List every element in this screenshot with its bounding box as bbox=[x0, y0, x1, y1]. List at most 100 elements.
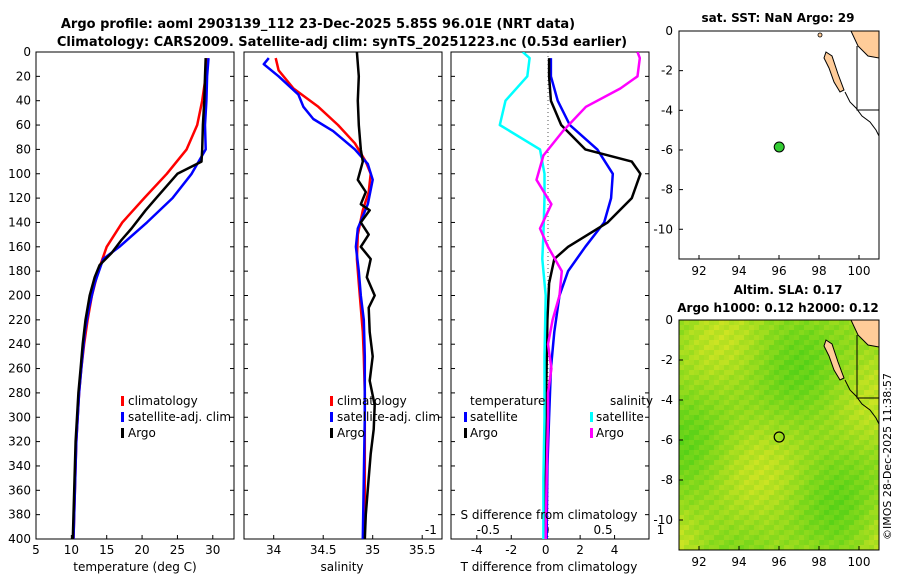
heat-cell bbox=[744, 540, 750, 546]
heat-cell bbox=[679, 515, 685, 521]
heat-cell bbox=[834, 415, 840, 421]
x-tick-label: 35.5 bbox=[409, 543, 436, 557]
heat-cell bbox=[694, 355, 700, 361]
heat-cell bbox=[834, 505, 840, 511]
heat-cell bbox=[804, 400, 810, 406]
heat-cell bbox=[829, 435, 835, 441]
heat-cell bbox=[729, 370, 735, 376]
heat-cell bbox=[759, 380, 765, 386]
heat-cell bbox=[769, 375, 775, 381]
heat-cell bbox=[759, 500, 765, 506]
heat-cell bbox=[814, 470, 820, 476]
heat-cell bbox=[769, 430, 775, 436]
heat-cell bbox=[714, 530, 720, 536]
heat-cell bbox=[804, 365, 810, 371]
heat-cell bbox=[774, 460, 780, 466]
heat-cell bbox=[754, 390, 760, 396]
heat-cell bbox=[734, 335, 740, 341]
heat-cell bbox=[734, 535, 740, 541]
heat-cell bbox=[749, 475, 755, 481]
heat-cell bbox=[689, 480, 695, 486]
heat-cell bbox=[689, 350, 695, 356]
heat-cell bbox=[714, 435, 720, 441]
heat-cell bbox=[719, 495, 725, 501]
heat-cell bbox=[844, 410, 850, 416]
heat-cell bbox=[684, 510, 690, 516]
heat-cell bbox=[684, 490, 690, 496]
series-line-argo bbox=[355, 52, 376, 539]
heat-cell bbox=[784, 320, 790, 326]
heat-cell bbox=[859, 445, 865, 451]
heat-cell bbox=[699, 390, 705, 396]
heat-cell bbox=[839, 425, 845, 431]
argo-float-location-ring bbox=[773, 431, 785, 443]
heat-cell bbox=[724, 470, 730, 476]
heat-cell bbox=[769, 365, 775, 371]
heat-cell bbox=[784, 495, 790, 501]
heat-cell bbox=[864, 470, 870, 476]
heat-cell bbox=[814, 465, 820, 471]
heat-cell bbox=[729, 435, 735, 441]
heat-cell bbox=[864, 360, 870, 366]
heat-cell bbox=[849, 530, 855, 536]
heat-cell bbox=[719, 410, 725, 416]
heat-cell bbox=[874, 535, 879, 541]
heat-cell bbox=[854, 460, 860, 466]
heat-cell bbox=[694, 485, 700, 491]
heat-cell bbox=[769, 455, 775, 461]
heat-cell bbox=[709, 450, 715, 456]
heat-cell bbox=[839, 530, 845, 536]
heat-cell bbox=[829, 440, 835, 446]
heat-cell bbox=[814, 455, 820, 461]
heat-cell bbox=[764, 505, 770, 511]
heat-cell bbox=[834, 460, 840, 466]
heat-cell bbox=[844, 545, 850, 550]
heat-cell bbox=[694, 450, 700, 456]
heat-cell bbox=[779, 435, 785, 441]
heat-cell bbox=[769, 505, 775, 511]
heat-cell bbox=[699, 500, 705, 506]
heat-cell bbox=[679, 330, 685, 336]
heat-cell bbox=[684, 425, 690, 431]
salinity-legend: climatology satellite-adj. clim Argo bbox=[330, 394, 440, 440]
heat-cell bbox=[809, 515, 815, 521]
heat-cell bbox=[819, 425, 825, 431]
heat-cell bbox=[789, 485, 795, 491]
heat-cell bbox=[844, 355, 850, 361]
heat-cell bbox=[874, 405, 879, 411]
heat-cell bbox=[714, 535, 720, 541]
heat-cell bbox=[834, 470, 840, 476]
heat-cell bbox=[684, 380, 690, 386]
heat-cell bbox=[739, 430, 745, 436]
heat-cell bbox=[744, 365, 750, 371]
heat-cell bbox=[769, 355, 775, 361]
heat-cell bbox=[814, 370, 820, 376]
heat-cell bbox=[799, 400, 805, 406]
heat-cell bbox=[719, 455, 725, 461]
heat-cell bbox=[704, 480, 710, 486]
island-chain-upper bbox=[823, 51, 845, 93]
legend-swatch-argo bbox=[121, 428, 124, 438]
heat-cell bbox=[844, 445, 850, 451]
heat-cell bbox=[729, 440, 735, 446]
temperature-legend: climatology satellite-adj. clim Argo bbox=[121, 394, 231, 440]
heat-cell bbox=[739, 480, 745, 486]
heat-cell bbox=[719, 535, 725, 541]
heat-cell bbox=[694, 475, 700, 481]
heat-cell bbox=[789, 335, 795, 341]
heat-cell bbox=[794, 380, 800, 386]
heat-cell bbox=[689, 460, 695, 466]
heat-cell bbox=[699, 360, 705, 366]
heat-cell bbox=[744, 415, 750, 421]
heat-cell bbox=[784, 400, 790, 406]
heat-cell bbox=[834, 400, 840, 406]
heat-cell bbox=[749, 415, 755, 421]
heat-cell bbox=[859, 365, 865, 371]
heat-cell bbox=[724, 320, 730, 326]
heat-cell bbox=[839, 435, 845, 441]
heat-cell bbox=[764, 520, 770, 526]
heat-cell bbox=[764, 350, 770, 356]
heat-cell bbox=[754, 465, 760, 471]
heat-cell bbox=[809, 460, 815, 466]
heat-cell bbox=[864, 535, 870, 541]
